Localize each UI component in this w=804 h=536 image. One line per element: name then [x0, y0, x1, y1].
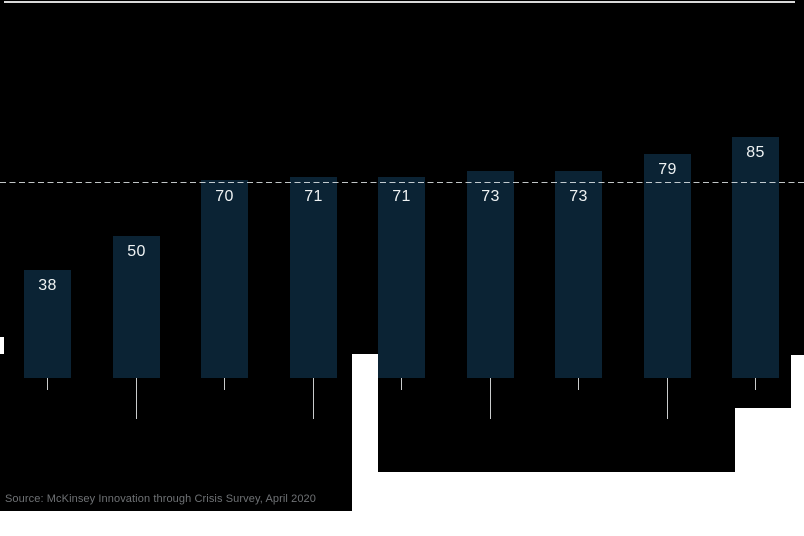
top-border-line: [4, 1, 795, 3]
bar: [201, 179, 248, 378]
bar-value-label: 73: [569, 187, 588, 205]
bar-value-label: 71: [392, 187, 411, 205]
white-region-bottom-left: [0, 511, 352, 536]
dashed-reference-line: [0, 181, 804, 184]
white-region-bottom-mid: [378, 472, 735, 536]
bar-value-label: 71: [304, 187, 323, 205]
white-region-mid-strip: [352, 354, 378, 536]
bar: [113, 236, 160, 378]
bar: [732, 137, 779, 378]
bar: [644, 154, 691, 378]
bar-leader-tick: [754, 378, 757, 390]
bar: [24, 270, 71, 378]
bar-leader-tick: [46, 378, 49, 390]
bar-value-label: 73: [481, 187, 500, 205]
bar: [467, 171, 514, 378]
bar-leader-tick: [135, 378, 138, 419]
white-region-bottom-right: [735, 408, 791, 536]
bar-value-label: 38: [38, 277, 57, 295]
bar: [378, 176, 425, 378]
white-region-right-column: [791, 355, 804, 536]
bar: [555, 171, 602, 378]
bar-leader-tick: [666, 378, 669, 419]
bar-value-label: 85: [746, 144, 765, 162]
bar-leader-tick: [223, 378, 226, 390]
bar-leader-tick: [312, 378, 315, 419]
bar-value-label: 70: [215, 187, 234, 205]
bar-value-label: 50: [127, 243, 146, 261]
bar-leader-tick: [577, 378, 580, 390]
bar-value-label: 79: [658, 161, 677, 179]
bar-leader-tick: [489, 378, 492, 419]
bar-leader-tick: [400, 378, 403, 390]
white-region-left-axis-mark: [0, 337, 4, 354]
source-text: Source: McKinsey Innovation through Cris…: [5, 493, 316, 505]
bar: [290, 176, 337, 378]
